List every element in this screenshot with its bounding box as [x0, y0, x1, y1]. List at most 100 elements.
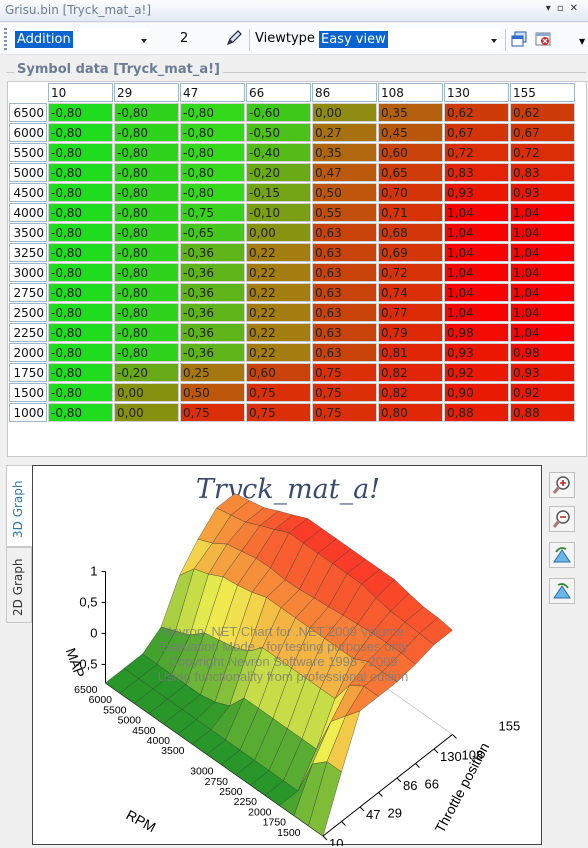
row-header[interactable]: 3000 [9, 263, 47, 282]
table-cell[interactable]: -0,80 [114, 123, 179, 142]
table-cell[interactable]: -0,80 [114, 303, 179, 322]
tab-3d-graph[interactable]: 3D Graph [6, 465, 32, 547]
table-cell[interactable]: 0,60 [378, 143, 443, 162]
table-cell[interactable]: -0,80 [114, 143, 179, 162]
column-header[interactable]: 29 [114, 83, 179, 102]
table-cell[interactable]: 1,04 [510, 243, 575, 262]
table-cell[interactable]: 0,27 [312, 123, 377, 142]
table-cell[interactable]: 0,71 [378, 203, 443, 222]
table-cell[interactable]: 0,72 [510, 143, 575, 162]
table-cell[interactable]: 0,83 [444, 163, 509, 182]
table-cell[interactable]: -0,60 [246, 103, 311, 122]
table-cell[interactable]: 0,75 [312, 383, 377, 402]
table-cell[interactable]: -0,80 [48, 343, 113, 362]
table-cell[interactable]: 1,04 [510, 323, 575, 342]
table-cell[interactable]: -0,80 [180, 123, 245, 142]
table-cell[interactable]: -0,36 [180, 263, 245, 282]
table-cell[interactable]: -0,80 [114, 243, 179, 262]
table-cell[interactable]: 0,88 [510, 403, 575, 422]
table-cell[interactable]: -0,50 [246, 123, 311, 142]
table-cell[interactable]: 1,04 [510, 223, 575, 242]
table-cell[interactable]: 1,04 [444, 283, 509, 302]
table-cell[interactable]: 0,75 [246, 383, 311, 402]
table-cell[interactable]: -0,80 [48, 203, 113, 222]
table-cell[interactable]: -0,10 [246, 203, 311, 222]
table-cell[interactable]: -0,80 [180, 103, 245, 122]
table-cell[interactable]: -0,80 [48, 123, 113, 142]
table-cell[interactable]: 0,62 [444, 103, 509, 122]
table-cell[interactable]: 0,93 [444, 183, 509, 202]
table-cell[interactable]: 1,04 [510, 283, 575, 302]
table-cell[interactable]: 0,81 [378, 343, 443, 362]
menu-arrow-icon[interactable]: ▾ [545, 3, 557, 14]
table-cell[interactable]: -0,80 [48, 363, 113, 382]
table-cell[interactable]: 0,98 [444, 323, 509, 342]
close-window-icon[interactable] [534, 30, 552, 48]
table-cell[interactable]: -0,80 [48, 323, 113, 342]
table-cell[interactable]: 0,75 [180, 403, 245, 422]
table-cell[interactable]: 0,75 [246, 403, 311, 422]
column-header[interactable]: 10 [48, 83, 113, 102]
table-cell[interactable]: 0,00 [114, 403, 179, 422]
table-cell[interactable]: 0,35 [312, 143, 377, 162]
table-cell[interactable]: 0,63 [312, 263, 377, 282]
table-cell[interactable]: 0,67 [510, 123, 575, 142]
table-cell[interactable]: -0,80 [48, 383, 113, 402]
table-cell[interactable]: 0,63 [312, 243, 377, 262]
table-cell[interactable]: 0,00 [312, 103, 377, 122]
table-cell[interactable]: 0,69 [378, 243, 443, 262]
table-cell[interactable]: 0,72 [444, 143, 509, 162]
table-cell[interactable]: 0,77 [378, 303, 443, 322]
table-cell[interactable]: -0,80 [114, 223, 179, 242]
table-cell[interactable]: 0,68 [378, 223, 443, 242]
table-cell[interactable]: -0,20 [246, 163, 311, 182]
row-header[interactable]: 2500 [9, 303, 47, 322]
table-cell[interactable]: 1,04 [510, 263, 575, 282]
column-header[interactable]: 108 [378, 83, 443, 102]
table-cell[interactable]: -0,80 [114, 343, 179, 362]
table-cell[interactable]: 1,04 [444, 243, 509, 262]
row-header[interactable]: 3500 [9, 223, 47, 242]
row-header[interactable]: 2000 [9, 343, 47, 362]
table-cell[interactable]: 0,22 [246, 323, 311, 342]
table-cell[interactable]: -0,80 [114, 163, 179, 182]
table-cell[interactable]: -0,80 [114, 183, 179, 202]
overflow-arrow-icon[interactable]: ▼ [579, 37, 586, 46]
table-cell[interactable]: 0,75 [312, 403, 377, 422]
copy-window-icon[interactable] [510, 30, 528, 48]
row-header[interactable]: 1000 [9, 403, 47, 422]
edit-pen-icon[interactable] [225, 29, 243, 47]
table-cell[interactable]: -0,80 [114, 103, 179, 122]
table-cell[interactable]: 0,22 [246, 303, 311, 322]
table-cell[interactable]: -0,80 [48, 403, 113, 422]
table-cell[interactable]: 0,00 [114, 383, 179, 402]
toolbar-grip[interactable] [4, 28, 7, 50]
table-cell[interactable]: 1,04 [444, 203, 509, 222]
table-cell[interactable]: -0,80 [114, 323, 179, 342]
table-cell[interactable]: 0,45 [378, 123, 443, 142]
table-cell[interactable]: -0,80 [114, 203, 179, 222]
table-cell[interactable]: -0,36 [180, 323, 245, 342]
table-cell[interactable]: 0,22 [246, 243, 311, 262]
table-cell[interactable]: -0,36 [180, 243, 245, 262]
close-icon[interactable]: ✕ [569, 3, 584, 14]
table-cell[interactable]: 0,90 [444, 383, 509, 402]
column-header[interactable]: 86 [312, 83, 377, 102]
table-cell[interactable]: 0,47 [312, 163, 377, 182]
table-cell[interactable]: -0,80 [48, 263, 113, 282]
zoom-in-button[interactable] [549, 472, 575, 498]
row-header[interactable]: 2250 [9, 323, 47, 342]
table-cell[interactable]: 1,04 [444, 223, 509, 242]
table-cell[interactable]: -0,80 [180, 163, 245, 182]
table-cell[interactable]: -0,80 [114, 263, 179, 282]
table-cell[interactable]: -0,40 [246, 143, 311, 162]
table-cell[interactable]: 0,83 [510, 163, 575, 182]
table-cell[interactable]: 0,35 [378, 103, 443, 122]
table-cell[interactable]: -0,36 [180, 303, 245, 322]
table-cell[interactable]: 1,04 [444, 263, 509, 282]
row-header[interactable]: 5000 [9, 163, 47, 182]
table-cell[interactable]: 0,63 [312, 283, 377, 302]
row-header[interactable]: 4000 [9, 203, 47, 222]
table-cell[interactable]: -0,80 [48, 143, 113, 162]
viewtype-dropdown[interactable]: Easy view [316, 28, 500, 50]
